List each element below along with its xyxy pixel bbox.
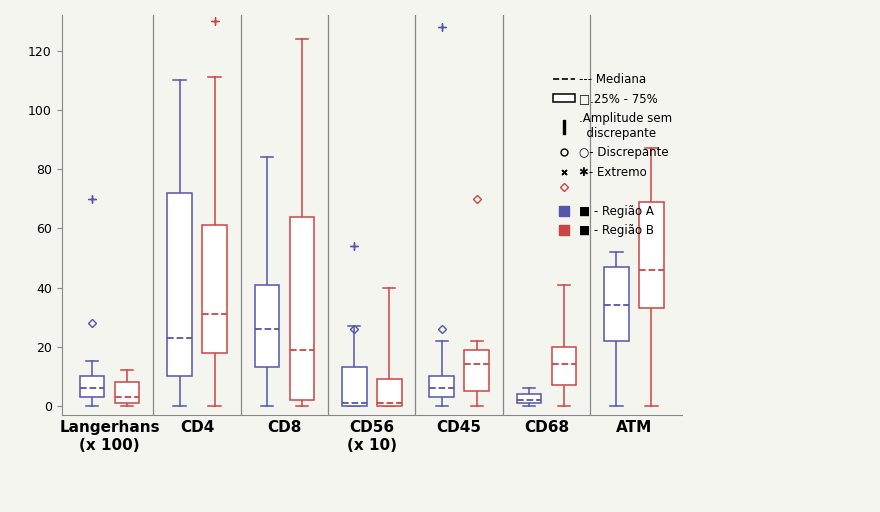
Bar <box>377 379 401 406</box>
Legend: --- Mediana, □.25% - 75%, .Amplitude sem
  discrepante, ○- Discrepante, ✱- Extre: --- Mediana, □.25% - 75%, .Amplitude sem… <box>550 69 676 241</box>
Bar <box>517 394 541 403</box>
Bar <box>80 376 105 397</box>
Bar <box>429 376 454 397</box>
Bar <box>115 382 139 403</box>
Bar <box>552 347 576 385</box>
Bar <box>254 285 279 368</box>
Bar <box>342 368 367 406</box>
Bar <box>290 217 314 400</box>
Bar <box>605 267 628 341</box>
Bar <box>639 202 664 308</box>
Bar <box>167 193 192 376</box>
Bar <box>465 350 489 391</box>
Bar <box>202 225 227 353</box>
